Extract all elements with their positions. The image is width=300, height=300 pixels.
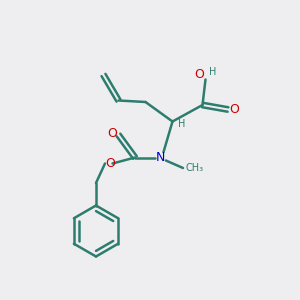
- Text: O: O: [195, 68, 204, 81]
- Text: H: H: [178, 119, 185, 130]
- Text: N: N: [156, 151, 165, 164]
- Text: CH₃: CH₃: [185, 163, 203, 173]
- Text: O: O: [106, 157, 115, 170]
- Text: H: H: [209, 67, 217, 77]
- Text: O: O: [107, 127, 117, 140]
- Text: O: O: [229, 103, 239, 116]
